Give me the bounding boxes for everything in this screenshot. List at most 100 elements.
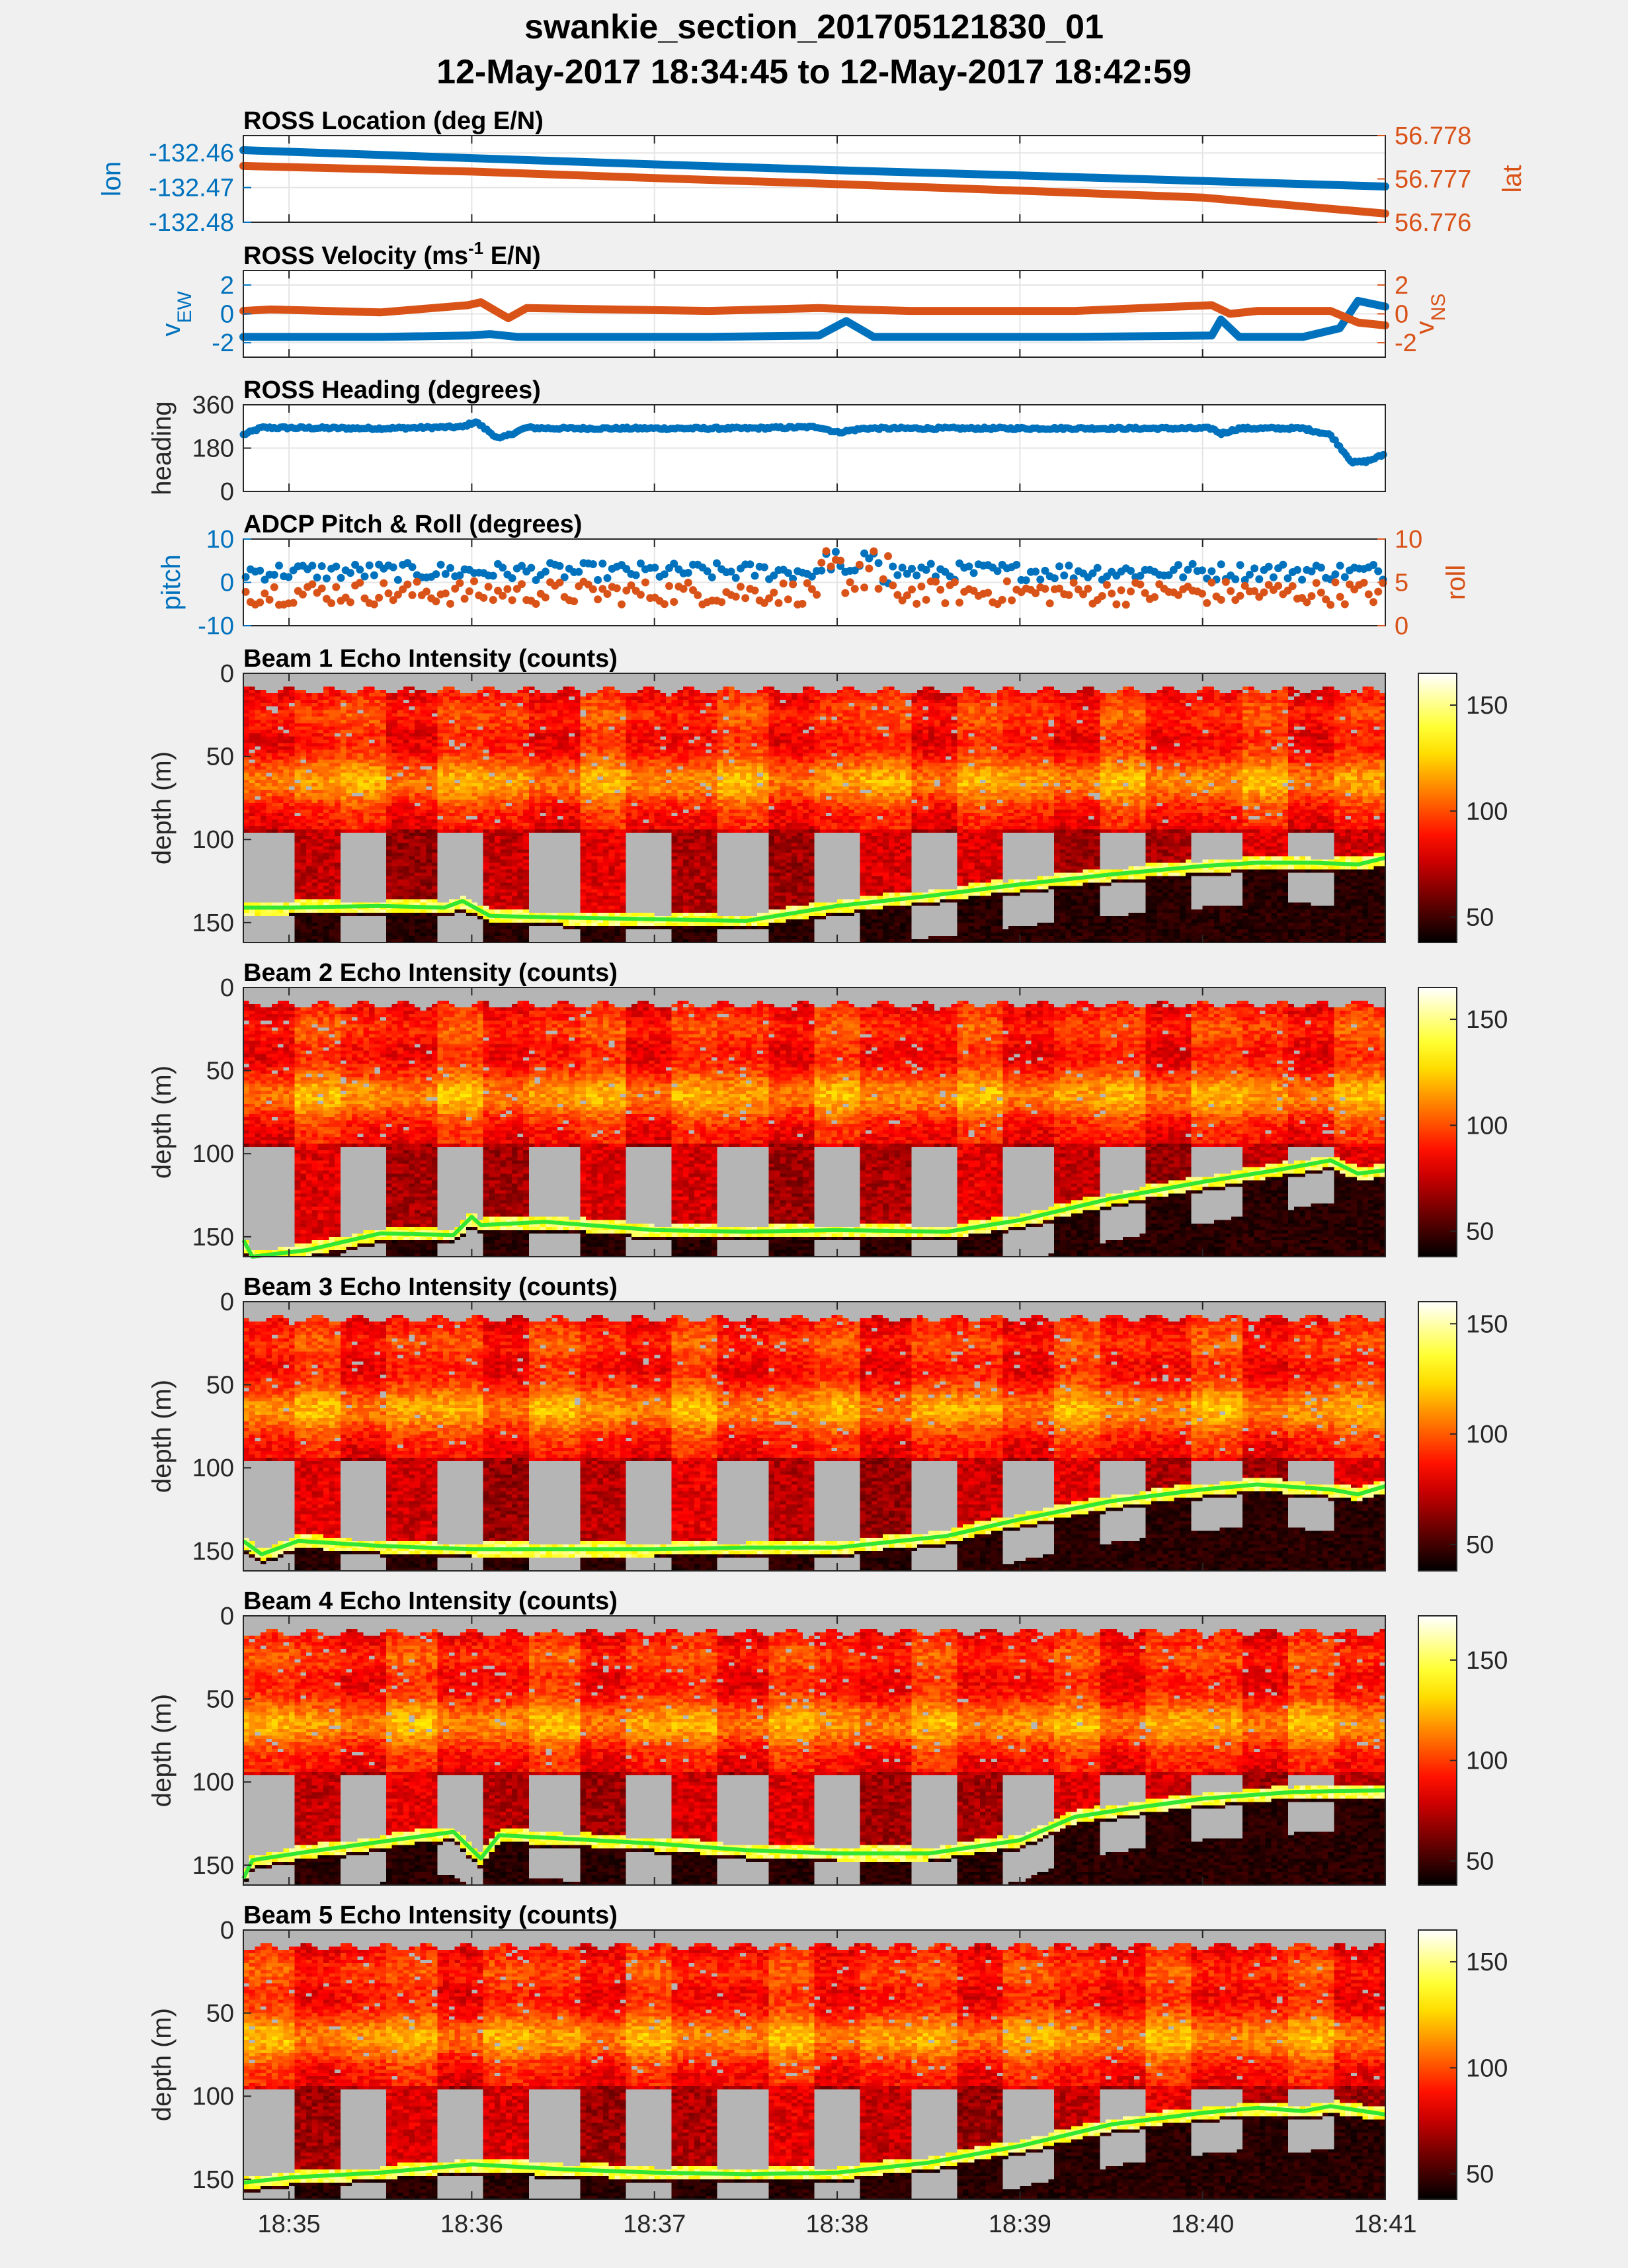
roll-point xyxy=(1236,591,1244,600)
y-tick-label: -132.46 xyxy=(149,140,234,167)
roll-point xyxy=(370,600,378,609)
pitch-point xyxy=(1279,560,1287,569)
roll-point xyxy=(446,599,454,608)
colorbar-tick-label: 150 xyxy=(1466,1006,1508,1034)
panel-title: ROSS Heading (degrees) xyxy=(243,376,541,404)
colorbar-bar xyxy=(1418,1301,1457,1572)
roll-point xyxy=(1174,591,1182,599)
pitch-point xyxy=(727,567,735,576)
roll-point xyxy=(665,582,673,590)
roll-point xyxy=(375,593,384,602)
pitch-point xyxy=(408,563,417,571)
pitch-point xyxy=(603,574,612,582)
pitch-point xyxy=(313,573,321,582)
colorbar-tick-label: 100 xyxy=(1466,798,1508,825)
roll-point xyxy=(589,585,597,593)
pitch-point xyxy=(446,564,454,572)
pitch-point xyxy=(1207,567,1216,575)
roll-point xyxy=(270,583,278,591)
roll-point xyxy=(265,595,274,604)
y-tick-label: 150 xyxy=(192,1852,234,1880)
roll-point xyxy=(1103,581,1111,589)
roll-point xyxy=(827,562,835,571)
pitch-point xyxy=(1198,566,1206,575)
roll-point xyxy=(836,556,845,565)
pitch-point xyxy=(594,575,602,584)
roll-point xyxy=(1336,593,1344,601)
series-roll xyxy=(241,547,1387,609)
y-axis-label: depth (m) xyxy=(147,1694,177,1807)
roll-point xyxy=(1112,600,1121,609)
pitch-point xyxy=(1317,564,1325,572)
pitch-point xyxy=(969,569,978,577)
pitch-point xyxy=(865,554,874,563)
roll-point xyxy=(499,591,507,600)
roll-point xyxy=(731,593,740,601)
roll-point xyxy=(1303,598,1311,607)
roll-point xyxy=(399,585,407,594)
panel-title: ADCP Pitch & Roll (degrees) xyxy=(243,511,582,538)
pitch-point xyxy=(1055,562,1064,571)
panel-title: ROSS Velocity (ms-1 E/N) xyxy=(243,238,541,270)
pitch-point xyxy=(261,575,269,584)
roll-point xyxy=(889,581,897,590)
roll-point xyxy=(1121,601,1130,609)
roll-point xyxy=(865,564,874,573)
roll-point xyxy=(717,598,726,607)
y-tick-label: 0 xyxy=(220,974,234,1002)
y-tick-label: 150 xyxy=(192,1538,234,1566)
y-tick-label: 10 xyxy=(206,526,234,554)
roll-point xyxy=(594,595,602,604)
y-tick-label: 0 xyxy=(220,1917,234,1945)
pitch-point xyxy=(1241,575,1249,584)
y-tick-label: 100 xyxy=(192,826,234,854)
pitch-point xyxy=(1231,575,1240,583)
panel-beam3: 50 100 150 Beam 3 Echo Intensity (counts) 0 5… xyxy=(147,1273,1508,1572)
roll-point xyxy=(618,600,626,609)
roll-point xyxy=(1008,596,1016,605)
pitch-point xyxy=(1041,566,1049,575)
roll-point xyxy=(1331,578,1340,587)
roll-point xyxy=(403,580,412,589)
y-tick-label: 50 xyxy=(206,743,234,771)
pitch-point xyxy=(518,562,526,570)
pitch-point xyxy=(1340,573,1349,581)
roll-point xyxy=(1002,577,1011,585)
y-axis-label: depth (m) xyxy=(147,751,177,864)
roll-point xyxy=(389,596,397,605)
x-tick-label: 18:37 xyxy=(623,2210,686,2238)
pitch-point xyxy=(1164,571,1173,579)
pitch-point xyxy=(1307,567,1316,575)
roll-point xyxy=(751,586,759,595)
pitch-point xyxy=(751,571,759,580)
panel-title: Beam 2 Echo Intensity (counts) xyxy=(243,959,618,987)
pitch-point xyxy=(1298,575,1307,584)
colorbar-bar xyxy=(1418,987,1457,1257)
pitch-point xyxy=(789,574,797,583)
roll-point xyxy=(670,598,678,606)
roll-point xyxy=(470,577,478,585)
pitch-point xyxy=(703,567,712,575)
roll-point xyxy=(636,591,645,599)
colorbar-tick-label: 50 xyxy=(1466,1218,1494,1246)
y-tick-label: 150 xyxy=(192,1224,234,1251)
y-tick-label: -132.47 xyxy=(149,175,234,202)
colorbar-tick-label: 150 xyxy=(1466,1310,1508,1338)
pitch-point xyxy=(670,560,678,568)
y2-axis-label: lat xyxy=(1498,165,1527,192)
pitch-point xyxy=(589,560,597,568)
y-tick-label: 180 xyxy=(192,435,234,463)
roll-point xyxy=(917,582,926,591)
roll-point xyxy=(774,599,783,607)
pitch-point xyxy=(731,573,740,582)
colorbar: 50 100 150 xyxy=(1418,1615,1508,1886)
y-tick-label: 100 xyxy=(192,1140,234,1168)
echo-intensity-image xyxy=(243,1616,1385,1885)
roll-point xyxy=(332,583,341,591)
pitch-point xyxy=(807,572,816,581)
pitch-point xyxy=(346,569,354,577)
y-tick-label: 50 xyxy=(206,1058,234,1085)
x-tick-label: 18:40 xyxy=(1171,2210,1234,2238)
colorbar-bar xyxy=(1418,1929,1457,2200)
roll-point xyxy=(503,585,512,593)
